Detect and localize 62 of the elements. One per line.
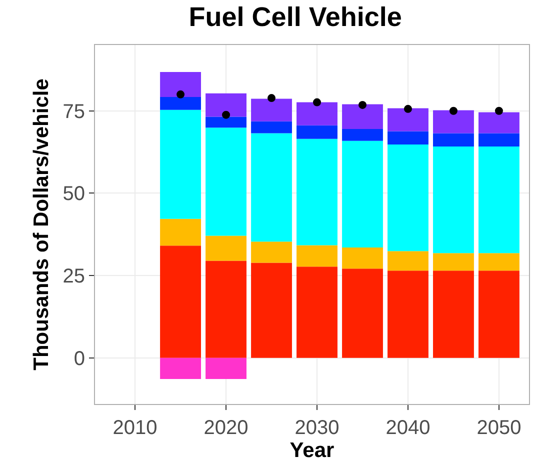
bar [251,242,292,263]
bar [296,266,338,358]
x-tick-label: 2030 [294,417,340,439]
bar [251,121,292,134]
bar [388,131,428,144]
bar [478,112,520,134]
bar [342,128,383,141]
y-tick-label: 50 [62,183,85,206]
bar [206,236,246,261]
bar [206,358,246,379]
bar [342,140,383,248]
point [358,100,366,109]
bar [206,260,246,358]
point [268,94,276,102]
bar [478,253,520,271]
y-axis-title: Thousands of Dollars/vehicle [30,78,53,370]
y-tick-label: 25 [62,266,85,288]
bar [388,108,428,132]
bar [296,138,338,246]
bar [160,72,201,98]
point [494,106,503,115]
bar [478,133,520,146]
bar [160,97,201,110]
bar [206,93,246,117]
bar [160,246,201,358]
bar [342,268,383,358]
point [222,110,230,119]
y-tick-label: 0 [74,348,85,370]
x-axis-title: Year [290,439,334,462]
bar [478,146,520,254]
bar [160,358,201,379]
y-tick-label: 75 [62,100,85,123]
chart-title: Fuel Cell Vehicle [188,2,402,32]
bar [388,144,428,252]
bar [160,218,201,246]
bar [388,251,428,271]
bar [296,125,338,139]
point [313,98,321,106]
bar [296,245,338,267]
bar [342,104,383,129]
bar [296,102,338,126]
bar [342,248,383,269]
bar [160,110,201,219]
bar [388,270,428,358]
bar [433,270,474,358]
x-tick-label: 2050 [476,417,522,439]
bar [251,98,292,122]
bar [206,116,246,128]
point [176,90,185,98]
bar [478,270,520,358]
point [449,106,458,115]
x-tick-label: 2020 [204,417,248,439]
bar [251,133,292,242]
bar [433,133,474,146]
x-tick-label: 2040 [386,417,430,439]
bar [206,128,246,236]
bar [433,110,474,134]
bar [433,146,474,254]
x-tick-label: 2010 [112,417,158,439]
bar [433,253,474,271]
point [404,104,412,113]
bar [251,262,292,358]
